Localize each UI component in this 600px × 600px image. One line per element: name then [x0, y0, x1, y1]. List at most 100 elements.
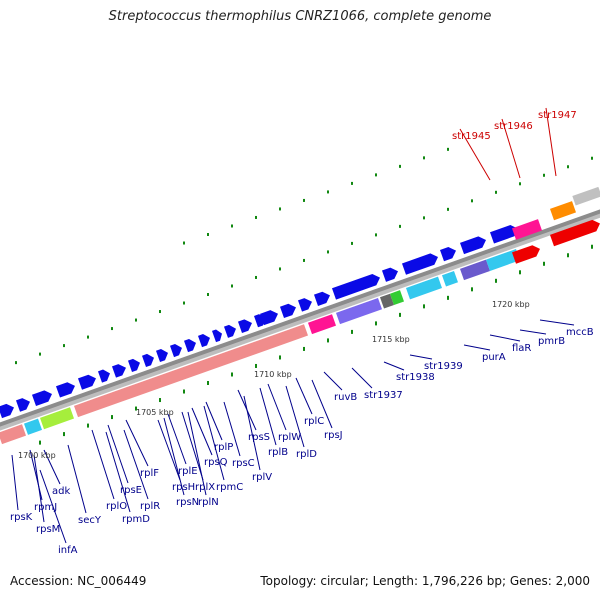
gene-arrow-arrow	[127, 358, 141, 372]
tick-mark	[63, 432, 65, 437]
tick-mark	[231, 372, 233, 377]
leader-line	[163, 417, 185, 496]
gene-label-rplf: rplF	[140, 468, 159, 479]
tick-mark	[207, 233, 209, 236]
tick-mark	[351, 181, 353, 185]
tick-mark	[231, 284, 233, 288]
gene-box-cyan2	[405, 276, 443, 300]
tick-mark	[399, 164, 401, 168]
tick-mark	[375, 321, 377, 326]
gene-label-mccb: mccB	[566, 327, 594, 338]
gene-arrow	[55, 382, 76, 398]
gene-label-str1947: str1947	[538, 110, 577, 121]
kbp-label: 1700 kbp	[18, 451, 56, 460]
leader-line	[489, 334, 521, 342]
gene-box-lime	[39, 407, 75, 430]
gene-arrow-arrow	[459, 236, 486, 255]
gene-box-magenta2	[511, 219, 543, 240]
tick-mark	[471, 199, 473, 203]
tick-mark	[591, 244, 593, 249]
gene-box-cyan3	[441, 270, 459, 287]
gene-box-purple	[335, 297, 383, 325]
leader-line	[463, 344, 491, 351]
backbone	[0, 209, 600, 427]
gene-box-pink-box	[0, 424, 27, 445]
accession-text: Accession: NC_006449	[10, 574, 147, 588]
leader-line	[11, 454, 19, 511]
gene-box-magenta2-box	[511, 219, 543, 240]
tick-mark	[39, 440, 41, 445]
gene-arrow	[237, 319, 252, 333]
gene-box-cyan4-box	[485, 248, 521, 271]
gene-arrow-arrow	[401, 253, 439, 275]
leader-line	[519, 329, 547, 335]
tick-mark	[423, 156, 425, 160]
tick-mark	[447, 295, 449, 300]
gene-arrow-red2	[549, 219, 600, 247]
tick-mark	[351, 241, 353, 245]
ribosomal-block-box	[73, 324, 309, 418]
gene-arrow	[77, 374, 96, 390]
gene-arrow	[155, 348, 169, 363]
gene-label-rplr: rplR	[140, 501, 160, 512]
gene-arrow-arrow	[155, 348, 169, 363]
tick-mark	[15, 361, 17, 365]
leader-line	[351, 367, 373, 389]
gene-arrow	[489, 224, 518, 244]
gene-arrow-red	[511, 245, 540, 264]
tick-mark	[327, 338, 329, 343]
gene-label-rpmd: rpmD	[122, 514, 150, 525]
leader-line	[191, 407, 213, 456]
gene-label-rplw: rplW	[278, 432, 301, 443]
gene-arrow-arrow	[0, 403, 15, 419]
gene-label-secy: secY	[78, 515, 102, 526]
gene-label-rplc: rplC	[304, 416, 324, 427]
gene-label-rpmj: rpmJ	[34, 502, 57, 513]
gene-arrow	[297, 298, 312, 312]
leader-line	[39, 469, 67, 544]
gene-arrow-arrow	[111, 364, 126, 378]
kbp-label: 1720 kbp	[492, 300, 530, 309]
kbp-label: 1715 kbp	[372, 335, 410, 344]
leader-line	[285, 385, 305, 448]
gene-label-rpss: rpsS	[248, 432, 270, 443]
leader-line	[323, 371, 343, 391]
gene-box-gray2-box	[572, 186, 600, 206]
kbp-label: 1710 kbp	[254, 370, 292, 379]
gene-box-cyan4	[485, 248, 521, 271]
gene-arrow-arrow	[141, 353, 155, 368]
gene-label-rplb: rplB	[268, 447, 288, 458]
gene-label-str1939: str1939	[424, 361, 463, 372]
gene-box-orange	[549, 201, 577, 221]
gene-box-gray2	[572, 186, 600, 206]
gene-arrow-arrow	[97, 369, 111, 383]
leader-line	[383, 361, 405, 371]
tick-mark	[495, 190, 497, 194]
tick-mark	[495, 278, 497, 283]
gene-arrow-arrow	[331, 273, 381, 300]
gene-arrow	[401, 253, 439, 275]
leader-line	[409, 354, 433, 360]
map-title: Streptococcus thermophilus CNRZ1066, com…	[108, 9, 492, 24]
gene-box-gray-box	[379, 293, 395, 309]
gene-label-str1946: str1946	[494, 121, 533, 132]
gene-box-cyan-box	[23, 418, 43, 435]
gene-label-rpsh: rpsH	[172, 482, 195, 493]
gene-label-rplv: rplV	[252, 472, 272, 483]
tick-mark	[159, 398, 161, 403]
gene-box-magenta	[307, 314, 337, 335]
gene-arrow-arrow	[77, 374, 96, 390]
gene-arrow	[169, 343, 183, 358]
tick-mark	[279, 267, 281, 271]
leader-line	[539, 319, 575, 326]
gene-arrow-arrow	[381, 267, 399, 282]
kbp-labels: 1700 kbp 1705 kbp 1710 kbp 1715 kbp 1720 kbp	[18, 300, 530, 460]
leader-line	[187, 411, 207, 496]
tick-mark	[423, 216, 425, 220]
gene-label-adk: adk	[52, 486, 70, 497]
tick-mark	[447, 207, 449, 211]
tick-mark	[135, 406, 137, 411]
gene-label-pmrb: pmrB	[538, 336, 565, 347]
